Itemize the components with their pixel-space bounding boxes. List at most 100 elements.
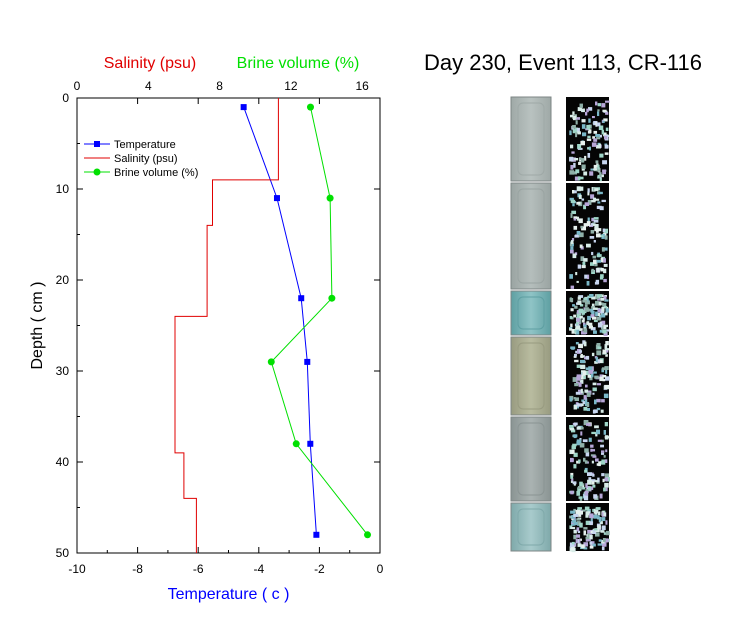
core-xray-speckle bbox=[595, 134, 600, 137]
core-xray-speckle bbox=[581, 119, 586, 123]
core-xray-speckle bbox=[596, 254, 602, 257]
core-xray-speckle bbox=[600, 439, 604, 443]
core-xray-speckle bbox=[590, 517, 593, 523]
core-xray-speckle bbox=[579, 244, 583, 248]
core-xray-speckle bbox=[587, 153, 591, 158]
core-xray-speckle bbox=[601, 129, 605, 135]
core-xray-speckle bbox=[601, 325, 606, 329]
core-xray-speckle bbox=[570, 249, 574, 254]
core-xray-speckle bbox=[597, 228, 602, 232]
core-xray-speckle bbox=[575, 117, 580, 120]
core-xray-speckle bbox=[573, 216, 578, 219]
core-xray-speckle bbox=[597, 383, 602, 386]
core-xray-speckle bbox=[586, 402, 590, 407]
core-xray-speckle bbox=[571, 238, 575, 241]
core-xray-speckle bbox=[583, 341, 587, 347]
core-xray-speckle bbox=[592, 508, 595, 512]
core-xray-speckle bbox=[569, 428, 575, 431]
core-xray-speckle bbox=[592, 392, 595, 395]
legend-marker-square bbox=[94, 141, 100, 147]
core-xray-speckle bbox=[571, 151, 575, 154]
core-xray-speckle bbox=[572, 304, 575, 307]
core-xray-speckle bbox=[593, 409, 598, 413]
core-xray-speckle bbox=[574, 158, 579, 161]
core-xray-speckle bbox=[598, 517, 602, 523]
core-xray-speckle bbox=[585, 370, 591, 376]
core-xray-speckle bbox=[576, 280, 579, 283]
core-xray-speckle bbox=[591, 366, 594, 372]
core-xray-speckle bbox=[604, 135, 608, 140]
core-xray-speckle bbox=[581, 265, 586, 269]
core-xray-speckle bbox=[587, 529, 592, 535]
core-xray-speckle bbox=[600, 530, 605, 533]
core-xray-speckle bbox=[569, 425, 574, 429]
core-xray-speckle bbox=[603, 331, 608, 337]
core-xray-speckle bbox=[590, 327, 596, 331]
core-xray-speckle bbox=[593, 528, 598, 531]
core-xray-speckle bbox=[569, 328, 573, 331]
core-xray-speckle bbox=[576, 439, 582, 445]
core-xray-speckle bbox=[599, 276, 604, 280]
core-xray-speckle bbox=[604, 538, 609, 543]
core-xray-speckle bbox=[575, 510, 581, 515]
core-xray-speckle bbox=[579, 304, 584, 307]
core-xray-speckle bbox=[572, 377, 578, 382]
core-xray-speckle bbox=[590, 262, 595, 266]
core-xray-speckle bbox=[582, 261, 586, 266]
core-xray-speckle bbox=[597, 515, 600, 519]
core-xray-speckle bbox=[596, 167, 600, 172]
core-xray-speckle bbox=[605, 487, 608, 492]
core-xray-speckle bbox=[583, 204, 587, 210]
core-xray-speckle bbox=[594, 480, 598, 483]
core-xray-speckle bbox=[577, 264, 582, 269]
core-xray-speckle bbox=[582, 317, 585, 321]
core-xray-speckle bbox=[572, 111, 575, 115]
x-tick-label: 0 bbox=[377, 562, 384, 576]
core-xray-speckle bbox=[592, 455, 597, 458]
core-xray-speckle bbox=[591, 431, 596, 435]
core-xray-speckle bbox=[575, 169, 580, 174]
core-xray-speckle bbox=[603, 228, 609, 234]
core-xray-speckle bbox=[603, 268, 607, 274]
core-xray-speckle bbox=[589, 224, 593, 228]
core-xray-speckle bbox=[599, 174, 604, 178]
core-xray-speckle bbox=[584, 300, 590, 305]
core-xray-speckle bbox=[574, 329, 577, 333]
core-xray-speckle bbox=[588, 366, 593, 371]
core-xray-speckle bbox=[569, 542, 574, 548]
core-xray-speckle bbox=[576, 374, 582, 377]
core-xray-speckle bbox=[586, 281, 590, 286]
temperature-point bbox=[273, 195, 280, 202]
core-xray-speckle bbox=[591, 296, 596, 300]
core-xray-speckle bbox=[571, 346, 575, 350]
core-xray-speckle bbox=[593, 514, 598, 519]
core-xray-speckle bbox=[602, 375, 607, 378]
core-xray-speckle bbox=[578, 350, 583, 353]
core-xray-speckle bbox=[593, 220, 599, 223]
core-xray-speckle bbox=[585, 511, 591, 516]
core-xray-speckle bbox=[585, 355, 590, 360]
core-xray-speckle bbox=[588, 477, 592, 481]
core-xray-speckle bbox=[599, 177, 602, 182]
core-xray-speckle bbox=[594, 375, 599, 379]
core-xray-speckle bbox=[596, 205, 602, 210]
core-xray-speckle bbox=[570, 165, 574, 170]
core-xray-speckle bbox=[570, 457, 574, 463]
core-xray-speckle bbox=[592, 316, 597, 320]
top-axis-label-brine: Brine volume (%) bbox=[237, 55, 360, 72]
core-xray-speckle bbox=[594, 198, 600, 201]
core-xray-speckle bbox=[591, 306, 596, 309]
core-xray-speckle bbox=[580, 140, 586, 146]
y-tick-label: 40 bbox=[56, 455, 70, 469]
core-xray-speckle bbox=[596, 137, 601, 140]
core-xray-speckle bbox=[605, 329, 610, 332]
core-xray-speckle bbox=[569, 197, 574, 201]
core-xray-speckle bbox=[604, 312, 608, 316]
core-xray-speckle bbox=[581, 331, 586, 335]
core-xray-speckle bbox=[586, 408, 590, 412]
core-xray-speckle bbox=[580, 353, 583, 358]
core-xray-speckle bbox=[581, 403, 584, 407]
core-xray-speckle bbox=[588, 539, 591, 542]
core-xray-speckle bbox=[594, 425, 599, 429]
core-xray-speckle bbox=[590, 314, 595, 318]
